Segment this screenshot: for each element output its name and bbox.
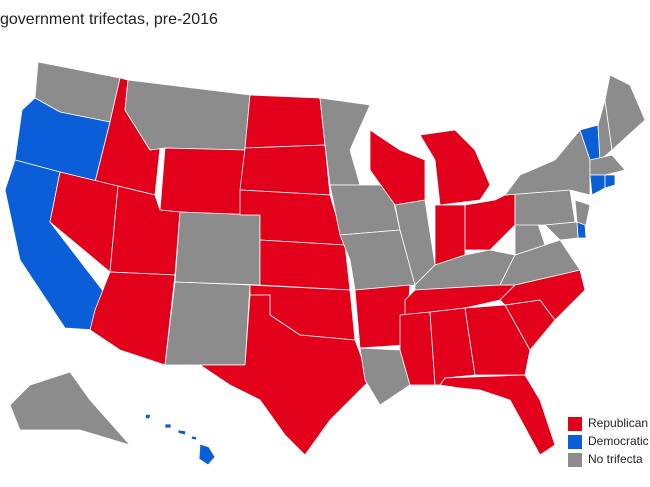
state (199, 294, 371, 456)
legend-label: No trifecta (588, 452, 643, 466)
state (504, 189, 576, 226)
state (604, 74, 646, 151)
state (504, 129, 591, 196)
state (9, 371, 131, 446)
state (174, 211, 261, 286)
states (4, 61, 646, 466)
state (589, 174, 606, 196)
legend-swatch (568, 417, 582, 431)
state (159, 147, 246, 216)
state (604, 174, 616, 189)
legend-swatch (568, 435, 582, 449)
state (239, 144, 331, 196)
state (464, 304, 531, 376)
legend: Republican Democratic No trifecta (568, 416, 649, 467)
state (89, 271, 176, 366)
state (544, 221, 579, 241)
state (359, 347, 411, 406)
state (259, 239, 351, 291)
state (434, 204, 466, 266)
state (439, 374, 556, 456)
state (589, 154, 626, 176)
legend-label: Democratic (588, 434, 649, 448)
state (244, 94, 326, 149)
legend-label: Republican (588, 416, 648, 430)
state (419, 129, 491, 206)
state (144, 413, 216, 466)
legend-swatch (568, 453, 582, 467)
map-title: government trifectas, pre-2016 (0, 11, 218, 28)
state (164, 281, 251, 366)
state (124, 79, 251, 151)
state (399, 311, 436, 386)
